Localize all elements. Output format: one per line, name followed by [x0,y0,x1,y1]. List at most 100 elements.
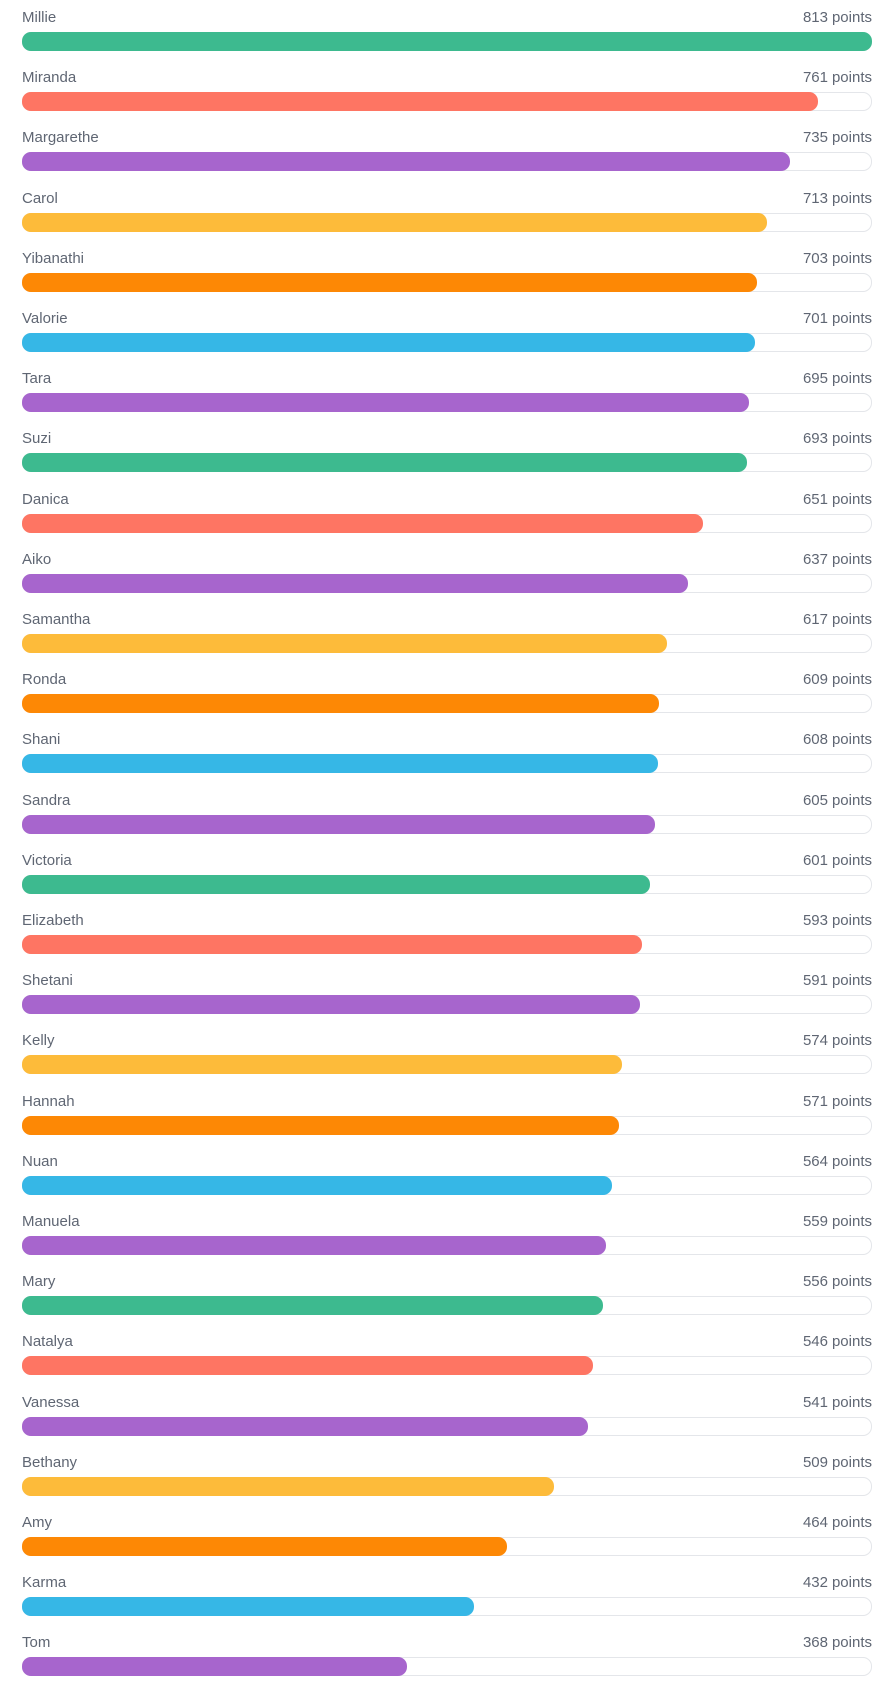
row-header: Victoria 601 points [22,851,872,875]
progress-fill [22,573,688,593]
points-value: 591 points [803,971,872,991]
participant-name: Aiko [22,550,52,568]
progress-track [22,1175,872,1195]
row-header: Suzi 693 points [22,429,872,453]
points-value: 695 points [803,369,872,389]
points-unit: points [831,189,872,207]
progress-fill [22,1356,593,1376]
progress-fill [22,1115,619,1135]
points-value: 608 points [803,730,872,750]
progress-track [22,814,872,834]
progress-track [22,995,872,1015]
points-value: 593 points [803,911,872,931]
points-number: 509 [802,1453,828,1471]
progress-track [22,152,872,172]
progress-fill [22,1597,474,1617]
progress-fill [22,935,642,954]
points-unit: points [831,731,872,749]
progress-track [22,1657,872,1677]
participant-name: Millie [22,9,57,26]
leaderboard-row: Sandra 605 points [22,791,872,851]
progress-fill [22,152,790,172]
points-value: 637 points [803,550,872,570]
points-unit: points [831,129,872,147]
participant-name: Yibanathi [22,249,84,267]
leaderboard-row: Yibanathi 703 points [22,249,872,309]
progress-fill [22,874,650,894]
row-header: Valorie 701 points [22,309,872,333]
progress-fill [22,1236,606,1255]
points-number: 571 [802,1092,828,1110]
progress-fill [22,1416,588,1436]
points-value: 556 points [803,1272,872,1292]
progress-track [22,1416,872,1436]
leaderboard-row: Elizabeth 593 points [22,911,872,971]
participant-name: Ronda [22,671,67,689]
progress-fill [22,212,767,232]
points-value: 464 points [803,1513,872,1533]
row-header: Danica 651 points [22,490,872,514]
points-value: 693 points [803,429,872,449]
participant-name: Margarethe [22,129,99,147]
leaderboard-row: Miranda 761 points [22,68,872,128]
points-value: 368 points [803,1633,872,1653]
points-number: 735 [802,129,828,147]
progress-fill [22,1055,622,1075]
participant-name: Vanessa [22,1393,80,1411]
row-header: Samantha 617 points [22,610,872,634]
row-header: Aiko 637 points [22,550,872,574]
points-unit: points [831,1634,872,1652]
points-number: 368 [802,1634,828,1652]
progress-track [22,333,872,352]
points-number: 464 [802,1514,828,1531]
leaderboard-row: Suzi 693 points [22,429,872,489]
progress-track [22,573,872,593]
points-unit: points [831,1213,872,1230]
row-header: Kelly 574 points [22,1031,872,1055]
leaderboard-row: Aiko 637 points [22,550,872,610]
points-number: 693 [802,430,828,448]
progress-fill [22,333,755,352]
progress-track [22,1296,872,1316]
progress-fill [22,393,749,413]
progress-fill [22,453,747,473]
participant-name: Sandra [22,791,71,809]
participant-name: Natalya [22,1333,73,1351]
participant-name: Carol [22,189,58,207]
progress-track [22,1115,872,1135]
leaderboard-row: Victoria 601 points [22,851,872,911]
progress-track [22,393,872,413]
row-header: Shani 608 points [22,730,872,754]
participant-name: Valorie [22,310,68,327]
points-unit: points [831,1574,872,1592]
points-value: 651 points [803,490,872,510]
progress-track [22,1236,872,1255]
row-header: Amy 464 points [22,1513,872,1537]
leaderboard-row: Amy 464 points [22,1513,872,1573]
points-unit: points [831,1273,872,1291]
points-unit: points [831,490,872,508]
row-header: Natalya 546 points [22,1332,872,1356]
leaderboard-row: Mary 556 points [22,1272,872,1332]
progress-track [22,1537,872,1556]
leaderboard-row: Tara 695 points [22,369,872,429]
points-unit: points [831,1333,872,1351]
points-value: 605 points [803,791,872,811]
points-unit: points [831,1152,872,1170]
row-header: Bethany 509 points [22,1453,872,1477]
points-number: 564 [802,1152,828,1170]
participant-name: Bethany [22,1453,78,1471]
leaderboard-row: Danica 651 points [22,490,872,550]
progress-track [22,1356,872,1376]
leaderboard-row: Natalya 546 points [22,1332,872,1392]
points-value: 546 points [803,1332,872,1352]
participant-name: Miranda [22,69,77,87]
progress-fill [22,272,757,292]
points-number: 637 [802,550,828,568]
participant-name: Nuan [22,1152,58,1170]
leaderboard-row: Karma 432 points [22,1573,872,1633]
row-header: Miranda 761 points [22,68,872,92]
progress-fill [22,32,872,51]
row-header: Karma 432 points [22,1573,872,1597]
leaderboard-row: Vanessa 541 points [22,1393,872,1453]
